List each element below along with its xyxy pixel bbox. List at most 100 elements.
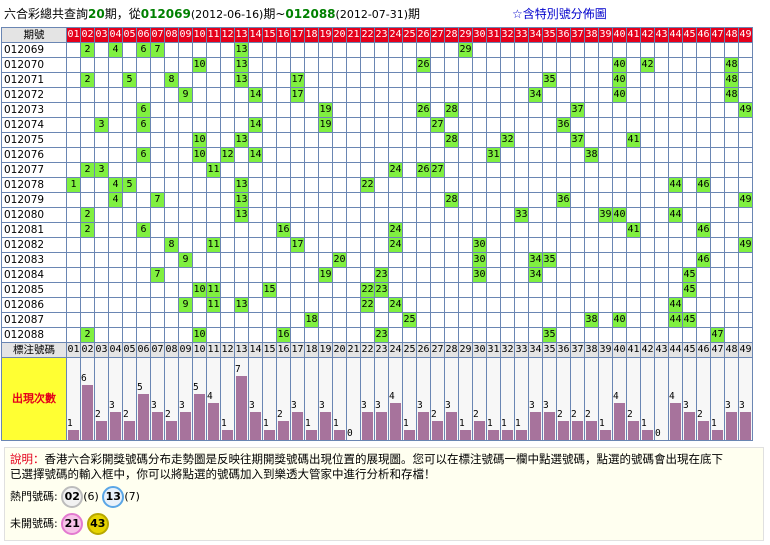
pick-number-03[interactable]: 03	[94, 342, 109, 358]
issue-cell: 012082	[1, 237, 67, 253]
empty-cell	[626, 117, 641, 133]
empty-cell	[108, 132, 123, 148]
pick-number-46[interactable]: 46	[696, 342, 711, 358]
empty-cell	[542, 102, 557, 118]
count-value: 1	[515, 418, 521, 429]
pick-number-15[interactable]: 15	[262, 342, 277, 358]
hot-ball-13[interactable]: 13	[102, 486, 125, 508]
empty-cell	[598, 252, 613, 268]
pick-number-45[interactable]: 45	[682, 342, 697, 358]
pick-number-32[interactable]: 32	[500, 342, 515, 358]
pick-number-17[interactable]: 17	[290, 342, 305, 358]
pick-number-14[interactable]: 14	[248, 342, 263, 358]
number-header-31: 31	[486, 27, 501, 43]
hit-cell: 11	[206, 237, 221, 253]
pick-number-05[interactable]: 05	[122, 342, 137, 358]
pick-number-33[interactable]: 33	[514, 342, 529, 358]
empty-cell	[178, 282, 193, 298]
pick-number-34[interactable]: 34	[528, 342, 543, 358]
empty-cell	[458, 117, 473, 133]
count-bar-wrap: 2	[432, 359, 444, 440]
count-bar-wrap: 3	[292, 359, 304, 440]
pick-number-20[interactable]: 20	[332, 342, 347, 358]
pick-number-04[interactable]: 04	[108, 342, 123, 358]
pick-number-47[interactable]: 47	[710, 342, 725, 358]
empty-cell	[738, 222, 753, 238]
pick-number-31[interactable]: 31	[486, 342, 501, 358]
cold-ball-21[interactable]: 21	[61, 513, 84, 535]
pick-number-40[interactable]: 40	[612, 342, 627, 358]
pick-number-48[interactable]: 48	[724, 342, 739, 358]
hit-cell: 20	[332, 252, 347, 268]
pick-number-41[interactable]: 41	[626, 342, 641, 358]
pick-number-39[interactable]: 39	[598, 342, 613, 358]
pick-number-49[interactable]: 49	[738, 342, 753, 358]
empty-cell	[654, 117, 669, 133]
pick-number-07[interactable]: 07	[150, 342, 165, 358]
hot-ball-02[interactable]: 02	[61, 486, 84, 508]
pick-number-21[interactable]: 21	[346, 342, 361, 358]
pick-number-08[interactable]: 08	[164, 342, 179, 358]
empty-cell	[220, 282, 235, 298]
empty-cell	[486, 237, 501, 253]
empty-cell	[710, 42, 725, 58]
empty-cell	[500, 312, 515, 328]
pick-number-11[interactable]: 11	[206, 342, 221, 358]
empty-cell	[66, 312, 81, 328]
empty-cell	[612, 297, 627, 313]
pick-number-22[interactable]: 22	[360, 342, 375, 358]
pick-number-18[interactable]: 18	[304, 342, 319, 358]
pick-number-38[interactable]: 38	[584, 342, 599, 358]
empty-cell	[276, 192, 291, 208]
cold-ball-43[interactable]: 43	[86, 513, 109, 535]
empty-cell	[234, 252, 249, 268]
count-bar-wrap: 3	[530, 359, 542, 440]
empty-cell	[332, 267, 347, 283]
empty-cell	[430, 327, 445, 343]
pick-number-37[interactable]: 37	[570, 342, 585, 358]
empty-cell	[332, 207, 347, 223]
count-bar-wrap: 2	[166, 359, 178, 440]
empty-cell	[570, 192, 585, 208]
pick-number-19[interactable]: 19	[318, 342, 333, 358]
count-bar-wrap: 0	[656, 359, 668, 440]
empty-cell	[528, 177, 543, 193]
empty-cell	[696, 327, 711, 343]
number-header-22: 22	[360, 27, 375, 43]
pick-number-44[interactable]: 44	[668, 342, 683, 358]
pick-number-42[interactable]: 42	[640, 342, 655, 358]
count-bar	[390, 403, 401, 440]
issue-row: 012070 10 13 26 40 42 48	[1, 57, 753, 73]
pick-number-12[interactable]: 12	[220, 342, 235, 358]
pick-number-30[interactable]: 30	[472, 342, 487, 358]
pick-number-13[interactable]: 13	[234, 342, 249, 358]
pick-number-10[interactable]: 10	[192, 342, 207, 358]
empty-cell	[108, 222, 123, 238]
count-bar	[250, 412, 261, 440]
pick-number-24[interactable]: 24	[388, 342, 403, 358]
pick-number-23[interactable]: 23	[374, 342, 389, 358]
pick-number-35[interactable]: 35	[542, 342, 557, 358]
pick-number-28[interactable]: 28	[444, 342, 459, 358]
hit-cell: 30	[472, 267, 487, 283]
empty-cell	[556, 147, 571, 163]
empty-cell	[108, 252, 123, 268]
pick-number-29[interactable]: 29	[458, 342, 473, 358]
pick-number-26[interactable]: 26	[416, 342, 431, 358]
pick-number-01[interactable]: 01	[66, 342, 81, 358]
pick-number-25[interactable]: 25	[402, 342, 417, 358]
special-number-chart-link[interactable]: ☆含特別號分佈圖	[512, 5, 607, 22]
pick-number-36[interactable]: 36	[556, 342, 571, 358]
empty-cell	[304, 102, 319, 118]
pick-number-09[interactable]: 09	[178, 342, 193, 358]
pick-number-06[interactable]: 06	[136, 342, 151, 358]
pick-number-27[interactable]: 27	[430, 342, 445, 358]
pick-number-43[interactable]: 43	[654, 342, 669, 358]
pick-number-02[interactable]: 02	[80, 342, 95, 358]
empty-cell	[486, 312, 501, 328]
empty-cell	[304, 132, 319, 148]
hit-cell: 47	[710, 327, 725, 343]
pick-number-16[interactable]: 16	[276, 342, 291, 358]
special-link-label[interactable]: 含特別號分佈圖	[522, 7, 607, 21]
empty-cell	[66, 87, 81, 103]
